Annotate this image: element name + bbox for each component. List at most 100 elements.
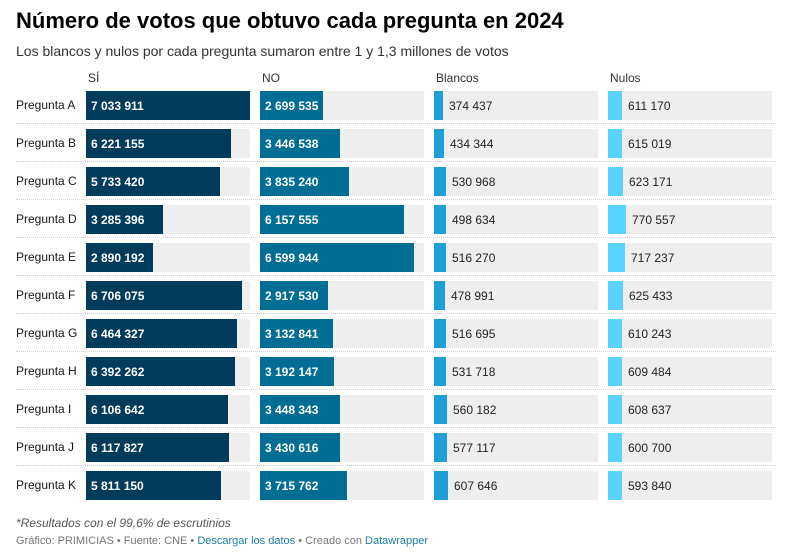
chart-row: Pregunta J 6 117 827 3 430 616 577 117 600 7… bbox=[16, 430, 776, 468]
bar-track: 6 106 642 bbox=[86, 395, 250, 424]
chart-row: Pregunta C 5 733 420 3 835 240 530 968 623 1… bbox=[16, 164, 776, 202]
data-label: 6 117 827 bbox=[91, 441, 144, 455]
bar-track: 610 243 bbox=[608, 319, 772, 348]
bar-track: 6 157 555 bbox=[260, 205, 424, 234]
bar-blancos bbox=[434, 91, 443, 120]
data-label: 607 646 bbox=[454, 479, 498, 493]
data-label: 6 106 642 bbox=[91, 403, 145, 417]
bar-no bbox=[260, 91, 323, 120]
bar-nulos bbox=[608, 205, 626, 234]
row-divider bbox=[16, 199, 776, 200]
data-label: 610 243 bbox=[628, 327, 672, 341]
chart-row: Pregunta D 3 285 396 6 157 555 498 634 770 5… bbox=[16, 202, 776, 240]
bar-nulos bbox=[608, 319, 622, 348]
data-label: 516 695 bbox=[452, 327, 496, 341]
bar-blancos bbox=[434, 471, 448, 500]
data-label: 5 733 420 bbox=[91, 175, 145, 189]
data-label: 6 464 327 bbox=[91, 327, 145, 341]
bar-track: 3 715 762 bbox=[260, 471, 424, 500]
chart-row: Pregunta K 5 811 150 3 715 762 607 646 593 8… bbox=[16, 468, 776, 506]
bar-blancos bbox=[434, 433, 447, 462]
bar-blancos bbox=[434, 243, 446, 272]
bar-track: 3 430 616 bbox=[260, 433, 424, 462]
bar-track: 609 484 bbox=[608, 357, 772, 386]
category-label: Pregunta A bbox=[16, 98, 76, 112]
bar-si bbox=[86, 395, 228, 424]
data-label: 717 237 bbox=[631, 251, 675, 265]
bar-nulos bbox=[608, 395, 622, 424]
bar-track: 2 890 192 bbox=[86, 243, 250, 272]
data-label: 577 117 bbox=[453, 441, 496, 455]
bar-track: 2 699 535 bbox=[260, 91, 424, 120]
bar-no bbox=[260, 319, 333, 348]
bar-track: 770 557 bbox=[608, 205, 772, 234]
category-label: Pregunta B bbox=[16, 136, 77, 150]
data-label: 434 344 bbox=[450, 137, 494, 151]
bar-no bbox=[260, 395, 340, 424]
bar-track: 3 285 396 bbox=[86, 205, 250, 234]
bar-blancos bbox=[434, 395, 447, 424]
download-data-link[interactable]: Descargar los datos bbox=[197, 535, 296, 547]
footnote: *Resultados con el 99,6% de escrutinios bbox=[16, 516, 231, 530]
data-label: 3 715 762 bbox=[265, 479, 319, 493]
data-label: 374 437 bbox=[449, 99, 493, 113]
bar-no bbox=[260, 243, 414, 272]
bar-track: 3 446 538 bbox=[260, 129, 424, 158]
bar-blancos bbox=[434, 281, 445, 310]
source-text: Gráfico: PRIMICIAS • Fuente: CNE • bbox=[16, 535, 198, 547]
chart-subtitle: Los blancos y nulos por cada pregunta su… bbox=[16, 43, 509, 59]
data-label: 611 170 bbox=[628, 99, 671, 113]
data-label: 5 811 150 bbox=[91, 479, 144, 493]
bar-si bbox=[86, 471, 221, 500]
chart-row: Pregunta G 6 464 327 3 132 841 516 695 610 2… bbox=[16, 316, 776, 354]
chart-row: Pregunta B 6 221 155 3 446 538 434 344 615 0… bbox=[16, 126, 776, 164]
row-divider bbox=[16, 161, 776, 162]
category-label: Pregunta D bbox=[16, 212, 77, 226]
data-label: 3 285 396 bbox=[91, 213, 145, 227]
data-label: 2 699 535 bbox=[265, 99, 319, 113]
bar-track: 560 182 bbox=[434, 395, 598, 424]
category-label: Pregunta F bbox=[16, 288, 76, 302]
bar-track: 531 718 bbox=[434, 357, 598, 386]
bar-track: 516 270 bbox=[434, 243, 598, 272]
data-label: 3 835 240 bbox=[265, 175, 319, 189]
bar-track: 374 437 bbox=[434, 91, 598, 120]
bar-track: 530 968 bbox=[434, 167, 598, 196]
data-label: 623 171 bbox=[629, 175, 673, 189]
bar-no bbox=[260, 357, 334, 386]
bar-track: 623 171 bbox=[608, 167, 772, 196]
row-divider bbox=[16, 351, 776, 352]
data-label: 625 433 bbox=[629, 289, 673, 303]
data-label: 2 890 192 bbox=[91, 251, 145, 265]
data-label: 608 637 bbox=[628, 403, 672, 417]
datawrapper-link[interactable]: Datawrapper bbox=[365, 535, 429, 547]
bar-blancos bbox=[434, 167, 446, 196]
bar-nulos bbox=[608, 281, 623, 310]
bar-nulos bbox=[608, 243, 625, 272]
data-label: 3 446 538 bbox=[265, 137, 319, 151]
chart-row: Pregunta E 2 890 192 6 599 944 516 270 717 2… bbox=[16, 240, 776, 278]
data-label: 3 430 616 bbox=[265, 441, 319, 455]
data-label: 2 917 530 bbox=[265, 289, 319, 303]
data-label: 593 840 bbox=[628, 479, 672, 493]
category-label: Pregunta C bbox=[16, 174, 77, 188]
data-label: 560 182 bbox=[453, 403, 497, 417]
bar-no bbox=[260, 167, 349, 196]
chart-row: Pregunta F 6 706 075 2 917 530 478 991 625 4… bbox=[16, 278, 776, 316]
bar-nulos bbox=[608, 433, 622, 462]
row-divider bbox=[16, 313, 776, 314]
bar-no bbox=[260, 205, 404, 234]
chart-row: Pregunta A 7 033 911 2 699 535 374 437 611 1… bbox=[16, 88, 776, 126]
bar-track: 434 344 bbox=[434, 129, 598, 158]
bar-si bbox=[86, 91, 250, 120]
data-label: 6 221 155 bbox=[91, 137, 145, 151]
bar-track: 6 117 827 bbox=[86, 433, 250, 462]
category-label: Pregunta J bbox=[16, 440, 75, 454]
data-label: 516 270 bbox=[452, 251, 496, 265]
bar-track: 5 811 150 bbox=[86, 471, 250, 500]
bar-track: 6 221 155 bbox=[86, 129, 250, 158]
data-label: 6 392 262 bbox=[91, 365, 145, 379]
bar-track: 516 695 bbox=[434, 319, 598, 348]
data-label: 3 192 147 bbox=[265, 365, 319, 379]
bar-si bbox=[86, 357, 235, 386]
